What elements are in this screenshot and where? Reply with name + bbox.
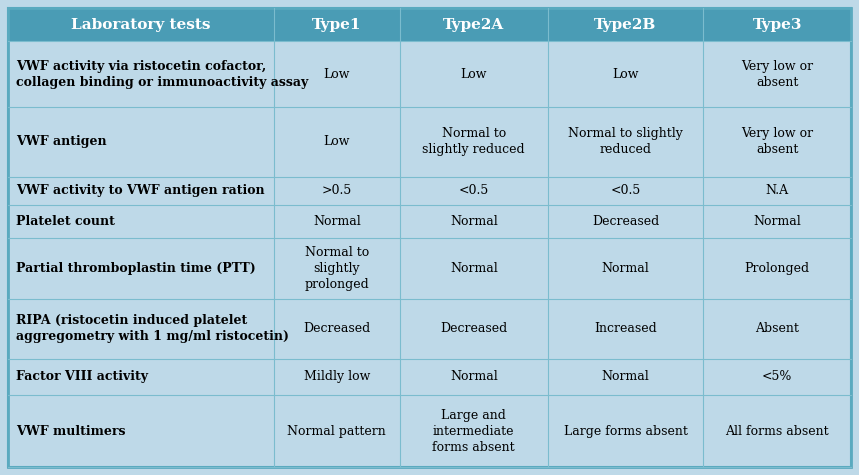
Text: Normal to
slightly reduced: Normal to slightly reduced: [423, 127, 525, 156]
Text: Factor VIII activity: Factor VIII activity: [16, 370, 148, 383]
Text: <0.5: <0.5: [611, 184, 641, 197]
Text: Large forms absent: Large forms absent: [564, 425, 687, 437]
Text: Type1: Type1: [312, 18, 362, 32]
Text: Normal: Normal: [753, 215, 801, 228]
Text: Decreased: Decreased: [440, 323, 508, 335]
Text: Low: Low: [324, 135, 350, 148]
Text: VWF antigen: VWF antigen: [16, 135, 107, 148]
Text: VWF activity via ristocetin cofactor,
collagen binding or immunoactivity assay: VWF activity via ristocetin cofactor, co…: [16, 59, 308, 88]
Text: Increased: Increased: [594, 323, 657, 335]
Text: Normal pattern: Normal pattern: [288, 425, 387, 437]
Text: Very low or
absent: Very low or absent: [741, 59, 813, 88]
Text: All forms absent: All forms absent: [725, 425, 829, 437]
Text: Normal: Normal: [450, 215, 497, 228]
Text: Decreased: Decreased: [303, 323, 370, 335]
Text: Normal: Normal: [601, 370, 649, 383]
Text: >0.5: >0.5: [321, 184, 352, 197]
Text: Low: Low: [460, 67, 487, 80]
Text: RIPA (ristocetin induced platelet
aggregometry with 1 mg/ml ristocetin): RIPA (ristocetin induced platelet aggreg…: [16, 314, 289, 343]
FancyBboxPatch shape: [8, 8, 851, 467]
Text: Prolonged: Prolonged: [745, 262, 810, 275]
Text: Normal: Normal: [601, 262, 649, 275]
Text: Very low or
absent: Very low or absent: [741, 127, 813, 156]
Text: <0.5: <0.5: [459, 184, 489, 197]
Text: Laboratory tests: Laboratory tests: [71, 18, 210, 32]
Text: Type2B: Type2B: [594, 18, 656, 32]
Text: Normal to
slightly
prolonged: Normal to slightly prolonged: [304, 246, 369, 291]
Text: Type3: Type3: [752, 18, 802, 32]
FancyBboxPatch shape: [8, 8, 851, 41]
Text: Large and
intermediate
forms absent: Large and intermediate forms absent: [432, 408, 515, 454]
Text: N.A: N.A: [765, 184, 789, 197]
Text: <5%: <5%: [762, 370, 792, 383]
Text: Absent: Absent: [755, 323, 799, 335]
Text: Low: Low: [324, 67, 350, 80]
Text: Decreased: Decreased: [592, 215, 659, 228]
Text: Normal: Normal: [450, 370, 497, 383]
Text: Normal to slightly
reduced: Normal to slightly reduced: [568, 127, 683, 156]
Text: VWF multimers: VWF multimers: [16, 425, 125, 437]
Text: Normal: Normal: [450, 262, 497, 275]
Text: VWF activity to VWF antigen ration: VWF activity to VWF antigen ration: [16, 184, 265, 197]
Text: Partial thromboplastin time (PTT): Partial thromboplastin time (PTT): [16, 262, 256, 275]
Text: Low: Low: [612, 67, 639, 80]
Text: Type2A: Type2A: [443, 18, 504, 32]
Text: Platelet count: Platelet count: [16, 215, 115, 228]
Text: Mildly low: Mildly low: [303, 370, 370, 383]
Text: Normal: Normal: [313, 215, 361, 228]
